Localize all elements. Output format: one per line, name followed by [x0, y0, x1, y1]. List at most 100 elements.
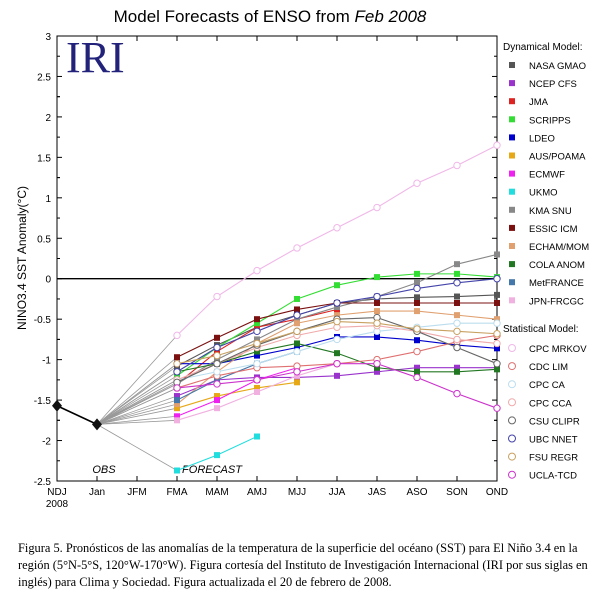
data-point	[414, 294, 420, 301]
data-point	[214, 452, 220, 459]
legend-marker	[509, 152, 515, 159]
data-point	[333, 335, 341, 344]
legend-label: MetFRANCE	[529, 278, 584, 289]
legend-marker	[509, 62, 515, 68]
series-line	[176, 381, 298, 409]
legend-marker	[509, 98, 515, 105]
data-point	[214, 356, 220, 363]
data-point	[374, 308, 380, 315]
data-point	[494, 251, 500, 258]
data-point	[294, 372, 300, 379]
observed-point	[92, 418, 102, 431]
data-point	[494, 291, 500, 298]
series-echam-mom	[174, 308, 500, 408]
data-point	[213, 343, 221, 352]
data-point	[454, 312, 460, 319]
legend-marker	[509, 297, 515, 304]
data-point	[334, 304, 340, 311]
observed-line	[56, 405, 98, 426]
legend-label: CDC LIM	[529, 362, 568, 373]
data-point	[493, 359, 501, 368]
data-point	[213, 368, 221, 376]
legend-label: NCEP CFS	[529, 79, 577, 90]
legend-marker	[508, 452, 516, 461]
data-point	[493, 339, 501, 348]
data-point	[293, 244, 301, 252]
data-point	[213, 380, 221, 388]
data-point	[453, 389, 461, 398]
x-tick-label: NDJ	[47, 487, 66, 498]
data-point	[294, 344, 300, 351]
legend-marker	[509, 170, 515, 177]
legend-label: ECMWF	[529, 170, 565, 181]
legend-label: AUS/POAMA	[529, 152, 586, 163]
data-point	[453, 161, 461, 170]
data-point	[173, 359, 181, 368]
series-ukmo	[174, 433, 260, 474]
connector-line	[96, 399, 178, 425]
y-tick-label: 1	[45, 194, 51, 205]
data-point	[253, 376, 261, 384]
data-point	[493, 330, 501, 338]
legend-label: UKMO	[529, 188, 558, 199]
x-tick-label: ASO	[406, 487, 427, 498]
x-tick-label: MAM	[205, 487, 228, 498]
data-point	[253, 327, 261, 336]
data-point	[493, 319, 501, 327]
legend-marker	[508, 416, 516, 425]
data-point	[454, 368, 460, 375]
data-point	[493, 404, 501, 412]
data-point	[333, 224, 341, 232]
connector-line	[96, 371, 178, 425]
data-point	[174, 467, 180, 474]
legend-label: CSU CLIPR	[529, 416, 580, 427]
data-point	[174, 401, 180, 408]
data-point	[214, 334, 220, 341]
data-point	[254, 348, 260, 355]
data-point	[453, 327, 461, 336]
connector-line	[96, 395, 178, 425]
series-line	[176, 367, 298, 417]
data-point	[333, 317, 341, 326]
data-point	[294, 320, 300, 327]
data-point	[414, 279, 420, 286]
data-point	[214, 397, 220, 404]
y-tick-label: -1.5	[34, 396, 52, 407]
legend-marker	[509, 224, 515, 231]
chart-title-italic: Feb 2008	[355, 7, 427, 26]
data-point	[373, 319, 381, 327]
data-point	[414, 364, 420, 371]
data-point	[333, 359, 341, 368]
connector-line	[96, 381, 178, 425]
observed-point	[52, 399, 62, 412]
y-tick-label: -0.5	[34, 315, 52, 326]
data-point	[493, 275, 501, 283]
data-point	[214, 348, 220, 355]
y-tick-label: 0	[45, 275, 51, 286]
data-point	[494, 316, 500, 323]
data-point	[213, 292, 221, 301]
data-point	[293, 311, 301, 319]
data-point	[454, 364, 460, 371]
connector-line	[96, 419, 178, 425]
data-point	[214, 376, 220, 383]
data-point	[214, 393, 220, 400]
data-point	[254, 352, 260, 359]
data-point	[173, 384, 181, 392]
legend-statistical-title: Statistical Model:	[503, 324, 579, 335]
y-tick-label: 3	[45, 32, 51, 43]
data-point	[374, 274, 380, 281]
connector-line	[96, 375, 178, 425]
chart-series	[52, 141, 501, 474]
series-observed	[52, 399, 102, 431]
connector-line	[96, 356, 178, 425]
data-point	[494, 300, 500, 306]
data-point	[293, 327, 301, 336]
data-point	[293, 347, 301, 356]
data-point	[254, 316, 260, 323]
data-point	[334, 372, 340, 379]
data-point	[374, 368, 380, 375]
data-point	[453, 335, 461, 344]
data-point	[414, 368, 420, 375]
data-point	[494, 366, 500, 373]
